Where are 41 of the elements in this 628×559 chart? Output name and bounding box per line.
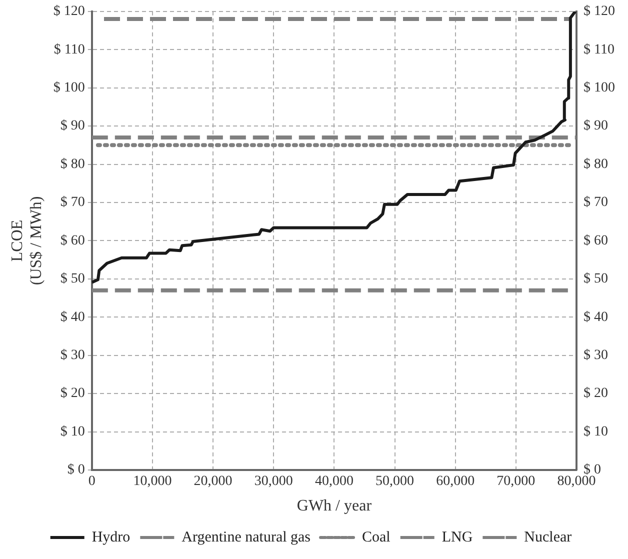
- y2-tick-label: $ 50: [584, 272, 608, 287]
- y2-tick-label: $ 80: [584, 156, 608, 172]
- y-tick-label: $ 40: [60, 310, 85, 325]
- y2-tick-label: $ 20: [584, 386, 608, 402]
- y2-tick-label: $ 120: [584, 4, 615, 20]
- y-tick-label: $ 20: [60, 386, 85, 402]
- y2-tick-label: $ 100: [584, 80, 615, 96]
- x-tick-label: 20,000: [194, 474, 232, 490]
- y2-tick-label: $ 110: [584, 42, 614, 58]
- x-tick-label: 10,000: [133, 474, 172, 490]
- y-tick-label: $ 90: [60, 118, 85, 134]
- x-tick-label: 80,000: [557, 474, 596, 490]
- legend-label: Coal: [362, 529, 390, 546]
- y2-tick-label: $ 30: [584, 348, 608, 364]
- y2-tick-label: $ 90: [584, 118, 608, 134]
- y-tick-label: $ 70: [60, 195, 85, 210]
- y-tick-label: $ 120: [53, 4, 85, 20]
- y-tick-label: $ 0: [67, 462, 85, 478]
- x-tick-label: 0: [88, 474, 96, 490]
- x-axis-title: GWh / year: [296, 498, 372, 515]
- x-tick-label: 50,000: [376, 474, 414, 490]
- y2-tick-label: $ 10: [584, 424, 608, 440]
- y2-tick-label: $ 60: [584, 233, 608, 248]
- y-tick-label: $ 10: [60, 424, 85, 440]
- legend-label: Argentine natural gas: [182, 529, 311, 546]
- x-tick-label: 70,000: [496, 474, 536, 490]
- x-tick-label: 40,000: [314, 474, 354, 490]
- y-tick-label: $ 100: [53, 80, 85, 96]
- x-tick-label: 30,000: [254, 474, 293, 490]
- y-axis-title: LCOE (US$ / MWh): [8, 196, 46, 286]
- x-tick-label: 60,000: [436, 474, 475, 490]
- legend-label: LNG: [442, 529, 473, 546]
- legend-label: Nuclear: [524, 529, 572, 546]
- y-tick-label: $ 80: [60, 156, 85, 172]
- y-tick-label: $ 60: [60, 233, 85, 248]
- y2-tick-label: $ 40: [584, 310, 608, 325]
- y-tick-label: $ 30: [60, 348, 85, 364]
- y2-tick-label: $ 70: [584, 195, 608, 210]
- y-tick-label: $ 50: [60, 272, 85, 287]
- legend-label: Hydro: [92, 529, 130, 546]
- y-tick-label: $ 110: [54, 42, 85, 58]
